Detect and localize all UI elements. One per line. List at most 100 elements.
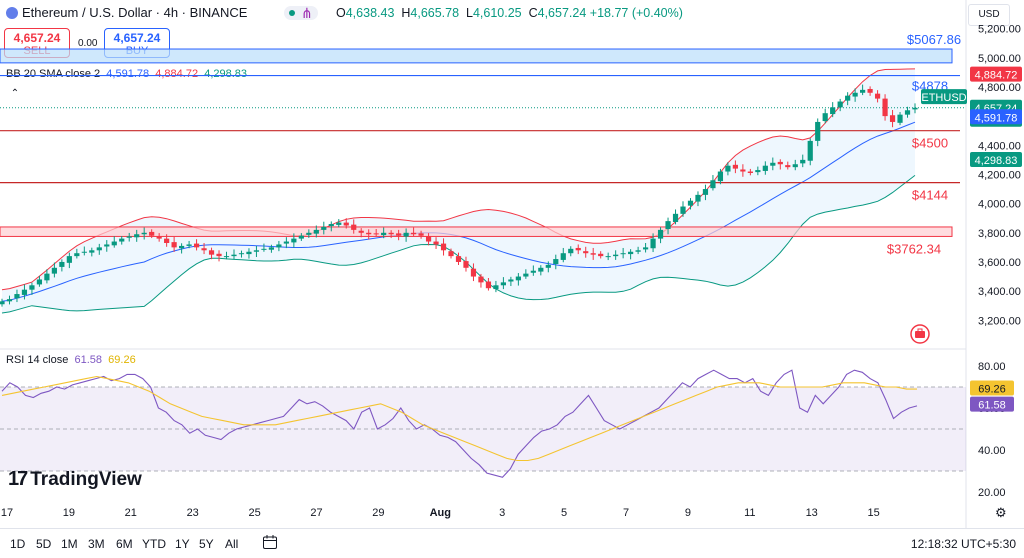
candle — [208, 250, 215, 255]
candle — [583, 251, 589, 254]
time-tick-label: 29 — [372, 507, 384, 519]
price-tag-label: 4,298.83 — [975, 155, 1018, 167]
candle — [598, 253, 604, 257]
candle — [373, 233, 379, 235]
candle — [792, 164, 798, 168]
candle — [657, 229, 664, 239]
time-tick-label: 23 — [187, 507, 199, 519]
timeframe-1y[interactable]: 1Y — [175, 537, 190, 551]
candle — [642, 247, 649, 250]
price-tag-label: 4,591.78 — [975, 112, 1018, 124]
candle — [36, 279, 43, 285]
candle — [238, 253, 245, 255]
bb-basis-value: 4,591.78 — [106, 68, 150, 80]
candle — [81, 251, 87, 253]
time-tick-label: 9 — [685, 507, 691, 519]
settings-gear-icon[interactable]: ⚙ — [995, 505, 1007, 520]
candle — [74, 253, 80, 257]
time-tick-label: 19 — [63, 507, 75, 519]
candle — [777, 161, 783, 165]
candle — [156, 236, 162, 239]
candle — [568, 248, 574, 254]
candle — [508, 279, 514, 282]
bb-upper-line — [1, 68, 916, 291]
candle — [44, 273, 50, 281]
time-tick-label: 3 — [499, 507, 505, 519]
candle — [500, 282, 507, 286]
candle — [104, 244, 110, 247]
price-tag-label: ETHUSD — [921, 92, 966, 104]
candle — [111, 241, 117, 246]
time-tick-label: 13 — [806, 507, 818, 519]
price-tick-label: 5,000.00 — [978, 53, 1021, 65]
candle — [650, 238, 656, 249]
candle — [418, 233, 424, 236]
calendar-icon[interactable] — [262, 534, 278, 550]
candle — [448, 251, 454, 257]
candle — [725, 165, 731, 172]
rsi-ma-value: 69.26 — [108, 354, 136, 366]
candle — [29, 285, 35, 290]
rsi-value-tag-label: 69.26 — [978, 384, 1006, 396]
time-tick-label: 5 — [561, 507, 567, 519]
candle — [179, 245, 185, 249]
timeframe-5y[interactable]: 5Y — [199, 537, 214, 551]
candle — [351, 224, 357, 230]
candle — [845, 95, 851, 101]
price-tag — [970, 66, 1022, 82]
close-label: C — [528, 6, 538, 20]
market-status-badge[interactable]: ⋔ — [284, 5, 318, 21]
business-icon[interactable] — [907, 324, 933, 344]
change-value: +18.77 (+0.40%) — [589, 6, 683, 20]
timeframe-3m[interactable]: 3M — [88, 537, 105, 551]
rsi-legend[interactable]: RSI 14 close 61.58 69.26 — [6, 354, 136, 366]
replay-icon: ⋔ — [301, 5, 313, 21]
candle — [306, 232, 312, 235]
candle — [515, 276, 521, 281]
price-tag — [970, 152, 1022, 168]
candle — [837, 101, 843, 108]
level-label: $4500 — [912, 136, 948, 151]
bb-lower-value: 4,298.83 — [204, 68, 248, 80]
timeframe-6m[interactable]: 6M — [116, 537, 133, 551]
candle — [830, 107, 836, 115]
candle — [186, 244, 192, 246]
candle — [747, 171, 753, 173]
timeframe-ytd[interactable]: YTD — [142, 537, 166, 551]
currency-button[interactable]: USD — [968, 4, 1010, 26]
rsi-value: 61.58 — [74, 354, 103, 366]
candle — [852, 92, 858, 97]
rsi-line — [1, 369, 918, 478]
candle — [770, 162, 776, 166]
timeframe-5d[interactable]: 5D — [36, 537, 52, 551]
bb-name: BB 20 SMA close 2 — [6, 68, 101, 80]
candle — [336, 222, 342, 225]
candle — [755, 170, 761, 173]
bb-legend[interactable]: BB 20 SMA close 2 4,591.78 4,884.72 4,29… — [6, 68, 247, 80]
candle — [246, 251, 252, 255]
candle — [66, 256, 72, 263]
candle — [613, 254, 619, 257]
candle — [687, 200, 694, 206]
candle — [575, 247, 581, 251]
buy-price: 4,657.24 — [113, 31, 161, 45]
candle — [470, 268, 477, 277]
collapse-legend-icon[interactable]: ⌃ — [10, 88, 20, 99]
candle — [665, 221, 671, 229]
time-tick-label: 11 — [744, 507, 755, 519]
clock-readout[interactable]: 12:18:32 UTC+5:30 — [910, 537, 1016, 551]
tradingview-logo-icon: 17 — [8, 468, 28, 490]
candle — [860, 89, 866, 93]
candle — [388, 232, 394, 235]
timeframe-1m[interactable]: 1M — [61, 537, 78, 551]
candle — [710, 180, 716, 189]
price-tick-label: 3,800.00 — [978, 228, 1021, 240]
level-label: $4144 — [912, 188, 948, 203]
candle — [276, 244, 282, 248]
symbol-title[interactable]: Ethereum / U.S. Dollar · 4h · BINANCE — [6, 0, 247, 26]
price-chart[interactable]: 3,200.00 3,400.00 3,600.00 3,800.00 4,000.00… — [0, 0, 1024, 528]
open-value: 4,638.43 — [345, 6, 395, 20]
timeframe-all[interactable]: All — [225, 537, 239, 551]
candle — [815, 121, 821, 141]
timeframe-1d[interactable]: 1D — [10, 537, 26, 551]
